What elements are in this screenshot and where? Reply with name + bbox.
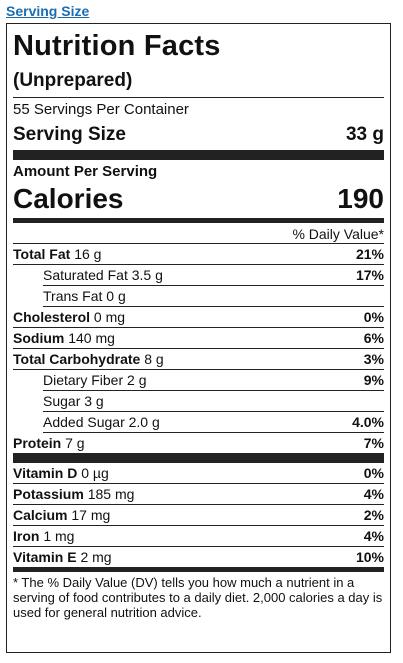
nutrient-row-protein: Protein 7 g 7% [13,433,384,463]
nutrient-name: Total Fat [13,246,71,262]
nutrient-amount: 8 g [144,351,164,367]
nutrient-row-sugar: Sugar 3 g [43,391,384,412]
nutrient-name: Sodium [13,330,65,346]
amount-per-serving: Amount Per Serving [13,163,158,180]
nutrient-dv: 17% [355,267,384,283]
calories-row: Calories 190 [13,182,384,223]
serving-size-row: Serving Size 33 g [13,123,384,160]
nutrition-facts-label: Nutrition Facts (Unprepared) 55 Servings… [6,23,391,653]
vitamin-row-potassium: Potassium 185 mg 4% [13,484,384,505]
nutrient-row-cholesterol: Cholesterol 0 mg 0% [13,307,384,328]
vitamin-row-vitamin-e: Vitamin E 2 mg 10% [13,547,384,572]
nutrient-name: Cholesterol [13,309,91,325]
nutrient-amount: 3 g [84,393,104,409]
nutrient-name: Total Carbohydrate [13,351,141,367]
vitamin-dv: 0% [363,465,384,481]
serving-size-value: 33 g [345,124,384,145]
vitamin-dv: 4% [363,528,384,544]
vitamin-dv: 2% [363,507,384,523]
vitamin-row-calcium: Calcium 17 mg 2% [13,505,384,526]
nutrient-amount: 3.5 g [131,267,163,283]
vitamin-row-iron: Iron 1 mg 4% [13,526,384,547]
serving-size-link[interactable]: Serving Size [6,3,90,19]
calories-value: 190 [337,183,384,214]
nutrient-row-saturated-fat: Saturated Fat 3.5 g 17% [43,265,384,286]
vitamin-amount: 1 mg [43,528,75,544]
nutrient-amount: 0 mg [93,309,126,325]
nutrient-dv: 21% [355,246,384,262]
calories-label: Calories [13,183,124,214]
nutrient-row-added-sugar: Added Sugar 2.0 g 4.0% [43,412,384,433]
nutrient-name: Sugar [43,393,81,409]
nutrient-dv: 4.0% [352,414,384,430]
nutrient-amount: 7 g [65,435,85,451]
nutrient-amount: 2 g [127,372,147,388]
nutrient-dv: 3% [363,351,384,367]
servings-per-container: 55 Servings Per Container [13,101,189,118]
nutrient-name: Saturated Fat [43,267,128,283]
nutrient-row-total-carbohydrate: Total Carbohydrate 8 g 3% [13,349,384,370]
nutrient-dv: 9% [363,372,384,388]
nutrient-amount: 0 g [106,288,126,304]
nutrient-dv: 0% [363,309,384,325]
vitamin-name: Iron [13,528,40,544]
vitamin-dv: 10% [355,549,384,565]
daily-value-footnote: * The % Daily Value (DV) tells you how m… [13,575,383,620]
vitamin-amount: 185 mg [87,486,135,502]
vitamin-name: Calcium [13,507,68,523]
vitamin-name: Vitamin E [13,549,77,565]
nutrient-row-dietary-fiber: Dietary Fiber 2 g 9% [43,370,384,391]
nutrient-name: Trans Fat [43,288,103,304]
daily-value-header: % Daily Value* [13,223,384,244]
vitamin-amount: 17 mg [71,507,111,523]
serving-size-label: Serving Size [13,124,126,145]
vitamin-name: Vitamin D [13,465,78,481]
vitamin-name: Potassium [13,486,84,502]
vitamin-dv: 4% [363,486,384,502]
label-title: Nutrition Facts [13,30,221,62]
nutrient-name: Added Sugar [43,414,125,430]
label-subtitle: (Unprepared) [13,69,384,98]
nutrient-name: Dietary Fiber [43,372,124,388]
nutrient-row-sodium: Sodium 140 mg 6% [13,328,384,349]
nutrient-row-total-fat: Total Fat 16 g 21% [13,244,384,265]
nutrient-dv: 6% [363,330,384,346]
nutrient-amount: 16 g [74,246,102,262]
nutrient-name: Protein [13,435,62,451]
vitamin-amount: 0 µg [81,465,109,481]
vitamin-row-vitamin-d: Vitamin D 0 µg 0% [13,463,384,484]
nutrient-amount: 2.0 g [128,414,160,430]
nutrient-dv: 7% [363,435,384,451]
nutrient-amount: 140 mg [68,330,115,346]
vitamin-amount: 2 mg [80,549,112,565]
nutrient-row-trans-fat: Trans Fat 0 g [43,286,384,307]
